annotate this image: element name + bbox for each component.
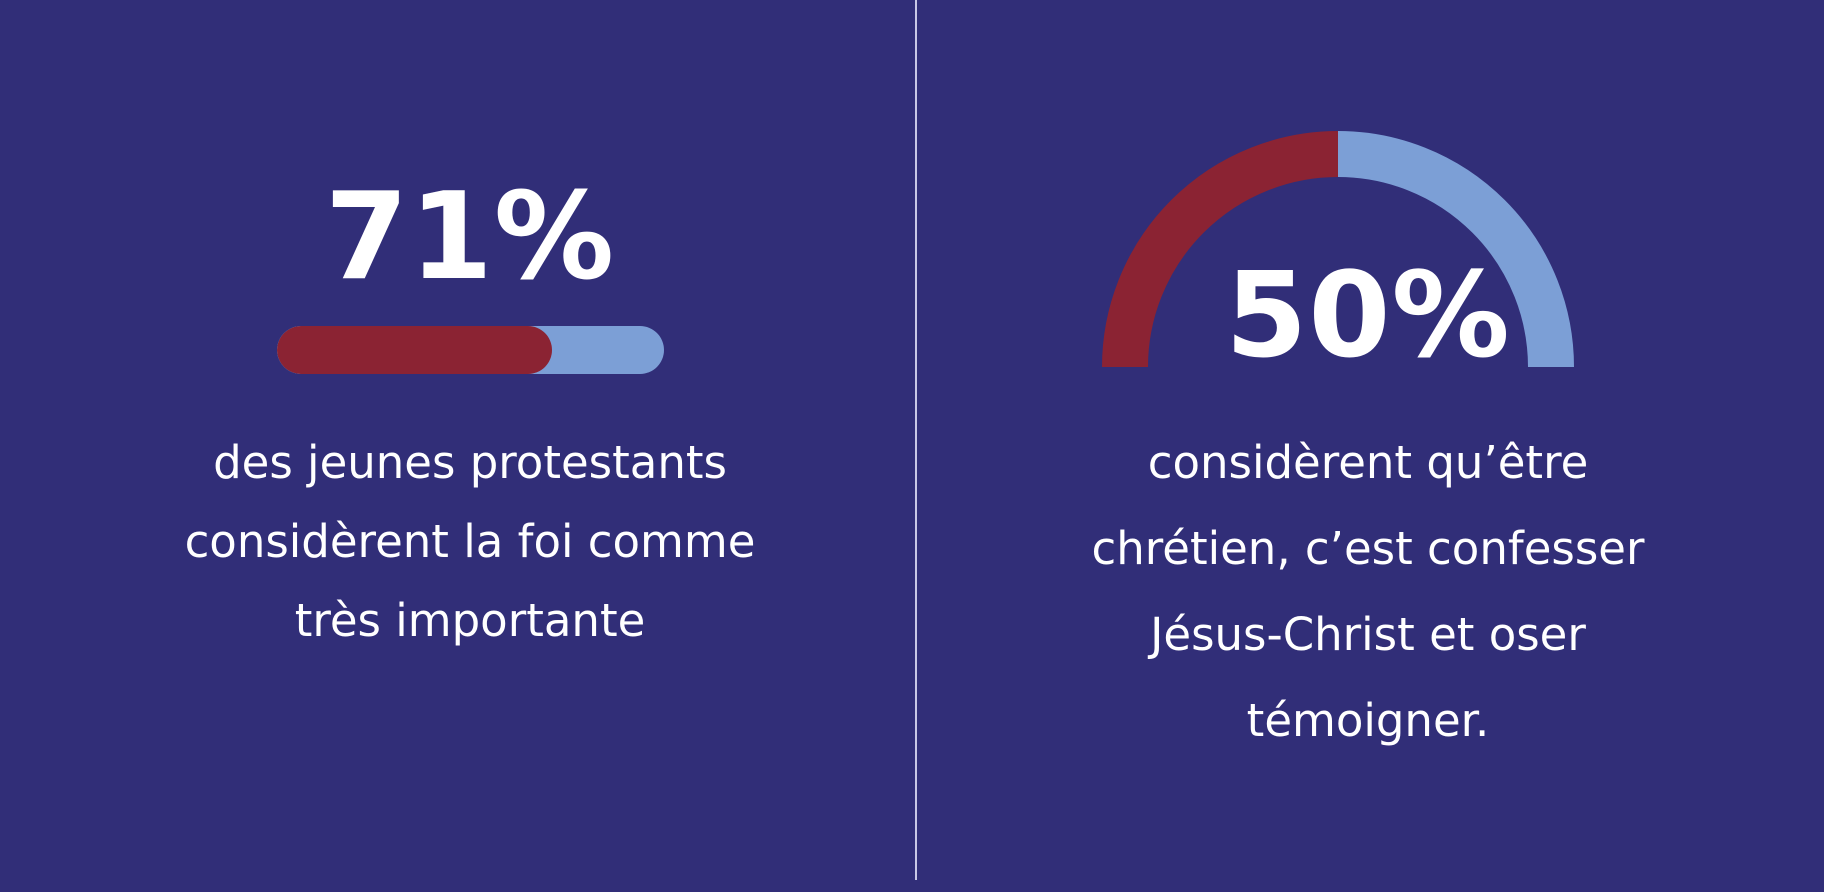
gauge-track xyxy=(1337,131,1574,368)
stat-panel-confess-christ: 50% considèrent qu’être chrétien, c’est … xyxy=(918,0,1824,892)
stat-value-71-percent: 71% xyxy=(324,168,616,307)
stat-value-50-percent: 50% xyxy=(1225,246,1511,384)
gauge-fill xyxy=(1102,131,1339,368)
caption-line: témoigner. xyxy=(1246,694,1490,747)
caption-line: des jeunes protestants xyxy=(213,436,727,489)
caption-line: considèrent qu’être xyxy=(1147,436,1589,489)
stat-panel-faith-importance: 71% des jeunes protestants considèrent l… xyxy=(60,168,880,660)
gauge-chart xyxy=(1102,131,1574,368)
stat-caption-faith-importance: des jeunes protestants considèrent la fo… xyxy=(60,423,880,660)
panel-divider xyxy=(915,0,917,880)
progress-bar-fill xyxy=(277,326,552,374)
caption-line: Jésus-Christ et oser xyxy=(1150,608,1586,661)
caption-line: très importante xyxy=(294,594,646,647)
caption-line: considèrent la foi comme xyxy=(184,515,756,568)
progress-bar-track xyxy=(277,326,664,374)
stat-caption-confess-christ: considèrent qu’être chrétien, c’est conf… xyxy=(938,420,1798,764)
caption-line: chrétien, c’est confesser xyxy=(1091,522,1645,575)
